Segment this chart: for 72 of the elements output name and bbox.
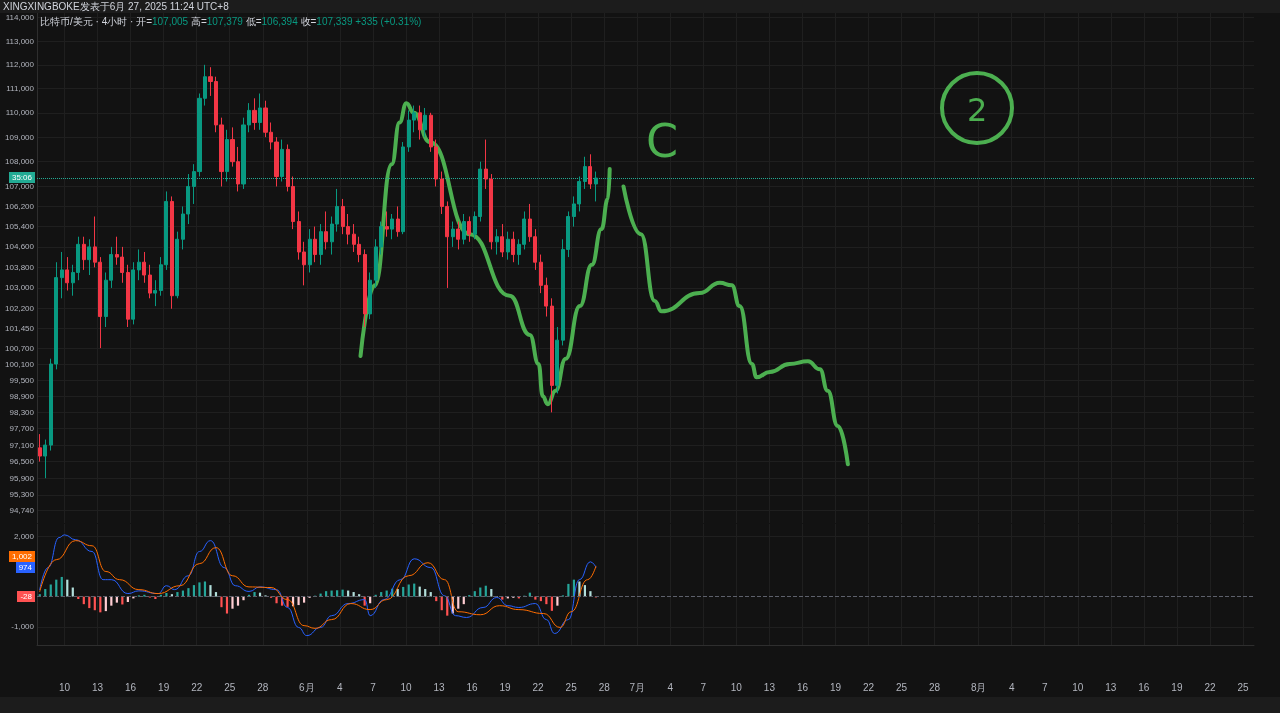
x-tick-label: 16	[466, 681, 479, 693]
y-tick-label: 100,700	[5, 343, 35, 353]
x-tick-label: 8月	[970, 681, 987, 693]
x-tick-label: 19	[1171, 681, 1183, 693]
y-tick-label: 101,450	[5, 323, 35, 333]
x-tick-label: 22	[191, 681, 203, 693]
annotation: 2	[967, 91, 988, 129]
y-tick-label: 106,200	[5, 201, 35, 211]
y-tick-label: 99,500	[9, 375, 35, 385]
x-tick-label: 6月	[299, 681, 315, 693]
x-tick-label: 7	[700, 681, 707, 693]
x-tick-label: 28	[598, 681, 611, 693]
y-tick-label: 110,000	[5, 108, 35, 118]
y-tick-label: 95,300	[9, 490, 35, 500]
x-tick-label: 10	[400, 681, 412, 693]
chart-subtitle: XINGXINGBOKE发表于6月 27, 2025 11:24 UTC+8	[3, 0, 229, 13]
x-tick-label: 22	[1204, 681, 1216, 693]
x-tick-label: 7月	[629, 681, 646, 693]
x-tick-label: 4	[337, 681, 344, 693]
y-tick-label: 109,000	[5, 132, 35, 142]
y-tick-label: -1,000	[11, 622, 35, 632]
y-tick-label: 107,000	[5, 181, 35, 191]
x-tick-label: 19	[829, 681, 842, 693]
x-tick-label: 7	[1041, 681, 1048, 693]
x-tick-label: 10	[1072, 681, 1084, 693]
y-tick-label: 2,000	[13, 531, 35, 541]
text: 1,002	[8, 551, 35, 562]
x-tick-label: 4	[1008, 681, 1015, 693]
x-tick-label: 13	[763, 681, 776, 693]
y-tick-label: 112,000	[5, 60, 35, 70]
x-tick-label: 13	[433, 681, 445, 693]
y-tick-label: 108,000	[5, 157, 35, 167]
x-tick-label: 25	[1237, 681, 1249, 693]
x-tick-label: 10	[58, 681, 71, 693]
y-tick-label: 97,100	[9, 440, 35, 450]
y-tick-label: 98,300	[9, 407, 35, 417]
text: 35:06	[8, 172, 35, 183]
y-tick-label: 96,500	[9, 457, 35, 467]
x-tick-label: 22	[532, 681, 545, 693]
x-tick-label: 13	[92, 681, 104, 693]
x-tick-label: 16	[796, 681, 809, 693]
x-tick-label: 25	[896, 681, 908, 693]
y-tick-label: 98,900	[9, 391, 35, 401]
y-tick-label: 100,100	[5, 359, 35, 369]
x-tick-label: 16	[1138, 681, 1150, 693]
x-tick-label: 13	[1105, 681, 1117, 693]
y-tick-label: 113,000	[5, 36, 35, 46]
text: 974	[15, 562, 35, 573]
x-tick-label: 7	[370, 681, 377, 693]
x-tick-label: 25	[224, 681, 236, 693]
y-tick-label: 103,800	[5, 262, 35, 272]
y-tick-label: 105,400	[5, 222, 35, 232]
text: -28	[17, 591, 35, 602]
y-tick-label: 94,740	[9, 506, 35, 516]
chart-title: 比特币/美元 · 4小时 · 开=107,005 高=107,379 低=106,394 收=107,339 +335 (+0.31%)	[40, 16, 422, 27]
y-tick-label: 97,700	[9, 424, 35, 434]
y-tick-label: 114,000	[5, 13, 35, 23]
x-tick-label: 19	[158, 681, 170, 693]
annotation: C	[646, 114, 679, 168]
y-tick-label: 95,900	[9, 473, 35, 483]
x-tick-label: 4	[667, 681, 674, 693]
y-tick-label: 104,600	[5, 242, 35, 252]
x-tick-label: 19	[499, 681, 512, 693]
x-tick-label: 16	[125, 681, 137, 693]
x-tick-label: 28	[929, 681, 941, 693]
x-tick-label: 25	[565, 681, 578, 693]
y-tick-label: 111,000	[6, 84, 35, 94]
y-tick-label: 103,000	[5, 283, 35, 293]
x-tick-label: 28	[257, 681, 269, 693]
x-tick-label: 10	[730, 681, 743, 693]
y-tick-label: 102,200	[5, 304, 35, 314]
x-tick-label: 22	[862, 681, 875, 693]
